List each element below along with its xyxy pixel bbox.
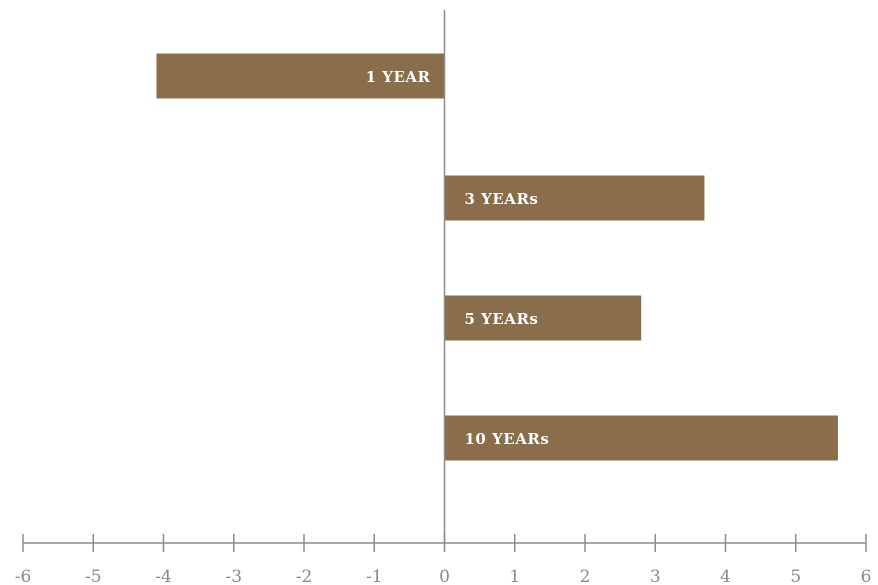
bar-0 <box>156 53 445 99</box>
bar-label-0: 1 YEAR <box>366 68 431 86</box>
x-tick-label-5: -1 <box>366 567 383 585</box>
bar-label-2: 5 YEARs <box>465 310 539 328</box>
x-tick-label-7: 1 <box>509 567 520 585</box>
x-tick-label-0: -6 <box>15 567 32 585</box>
bars-group: 1 YEAR 3 YEARs 5 YEARs 10 YEARs <box>156 53 838 461</box>
x-tick-label-9: 3 <box>650 567 661 585</box>
x-tick-label-10: 4 <box>720 567 731 585</box>
bar-label-3: 10 YEARs <box>465 430 550 448</box>
x-tick-label-4: -2 <box>296 567 313 585</box>
x-tick-label-1: -5 <box>85 567 102 585</box>
x-tick-label-2: -4 <box>155 567 172 585</box>
x-tick-label-3: -3 <box>225 567 242 585</box>
bar-3 <box>444 415 838 461</box>
axes-group <box>23 10 866 544</box>
bar-label-1: 3 YEARs <box>465 190 539 208</box>
bar-1 <box>444 175 705 221</box>
bar-2 <box>444 295 642 341</box>
x-tick-label-12: 6 <box>861 567 872 585</box>
ticks-group: -6 -5 -4 -3 -2 -1 0 1 2 3 4 5 6 <box>15 534 872 585</box>
x-tick-label-8: 2 <box>580 567 591 585</box>
x-tick-label-6: 0 <box>439 567 450 585</box>
x-tick-label-11: 5 <box>790 567 801 585</box>
